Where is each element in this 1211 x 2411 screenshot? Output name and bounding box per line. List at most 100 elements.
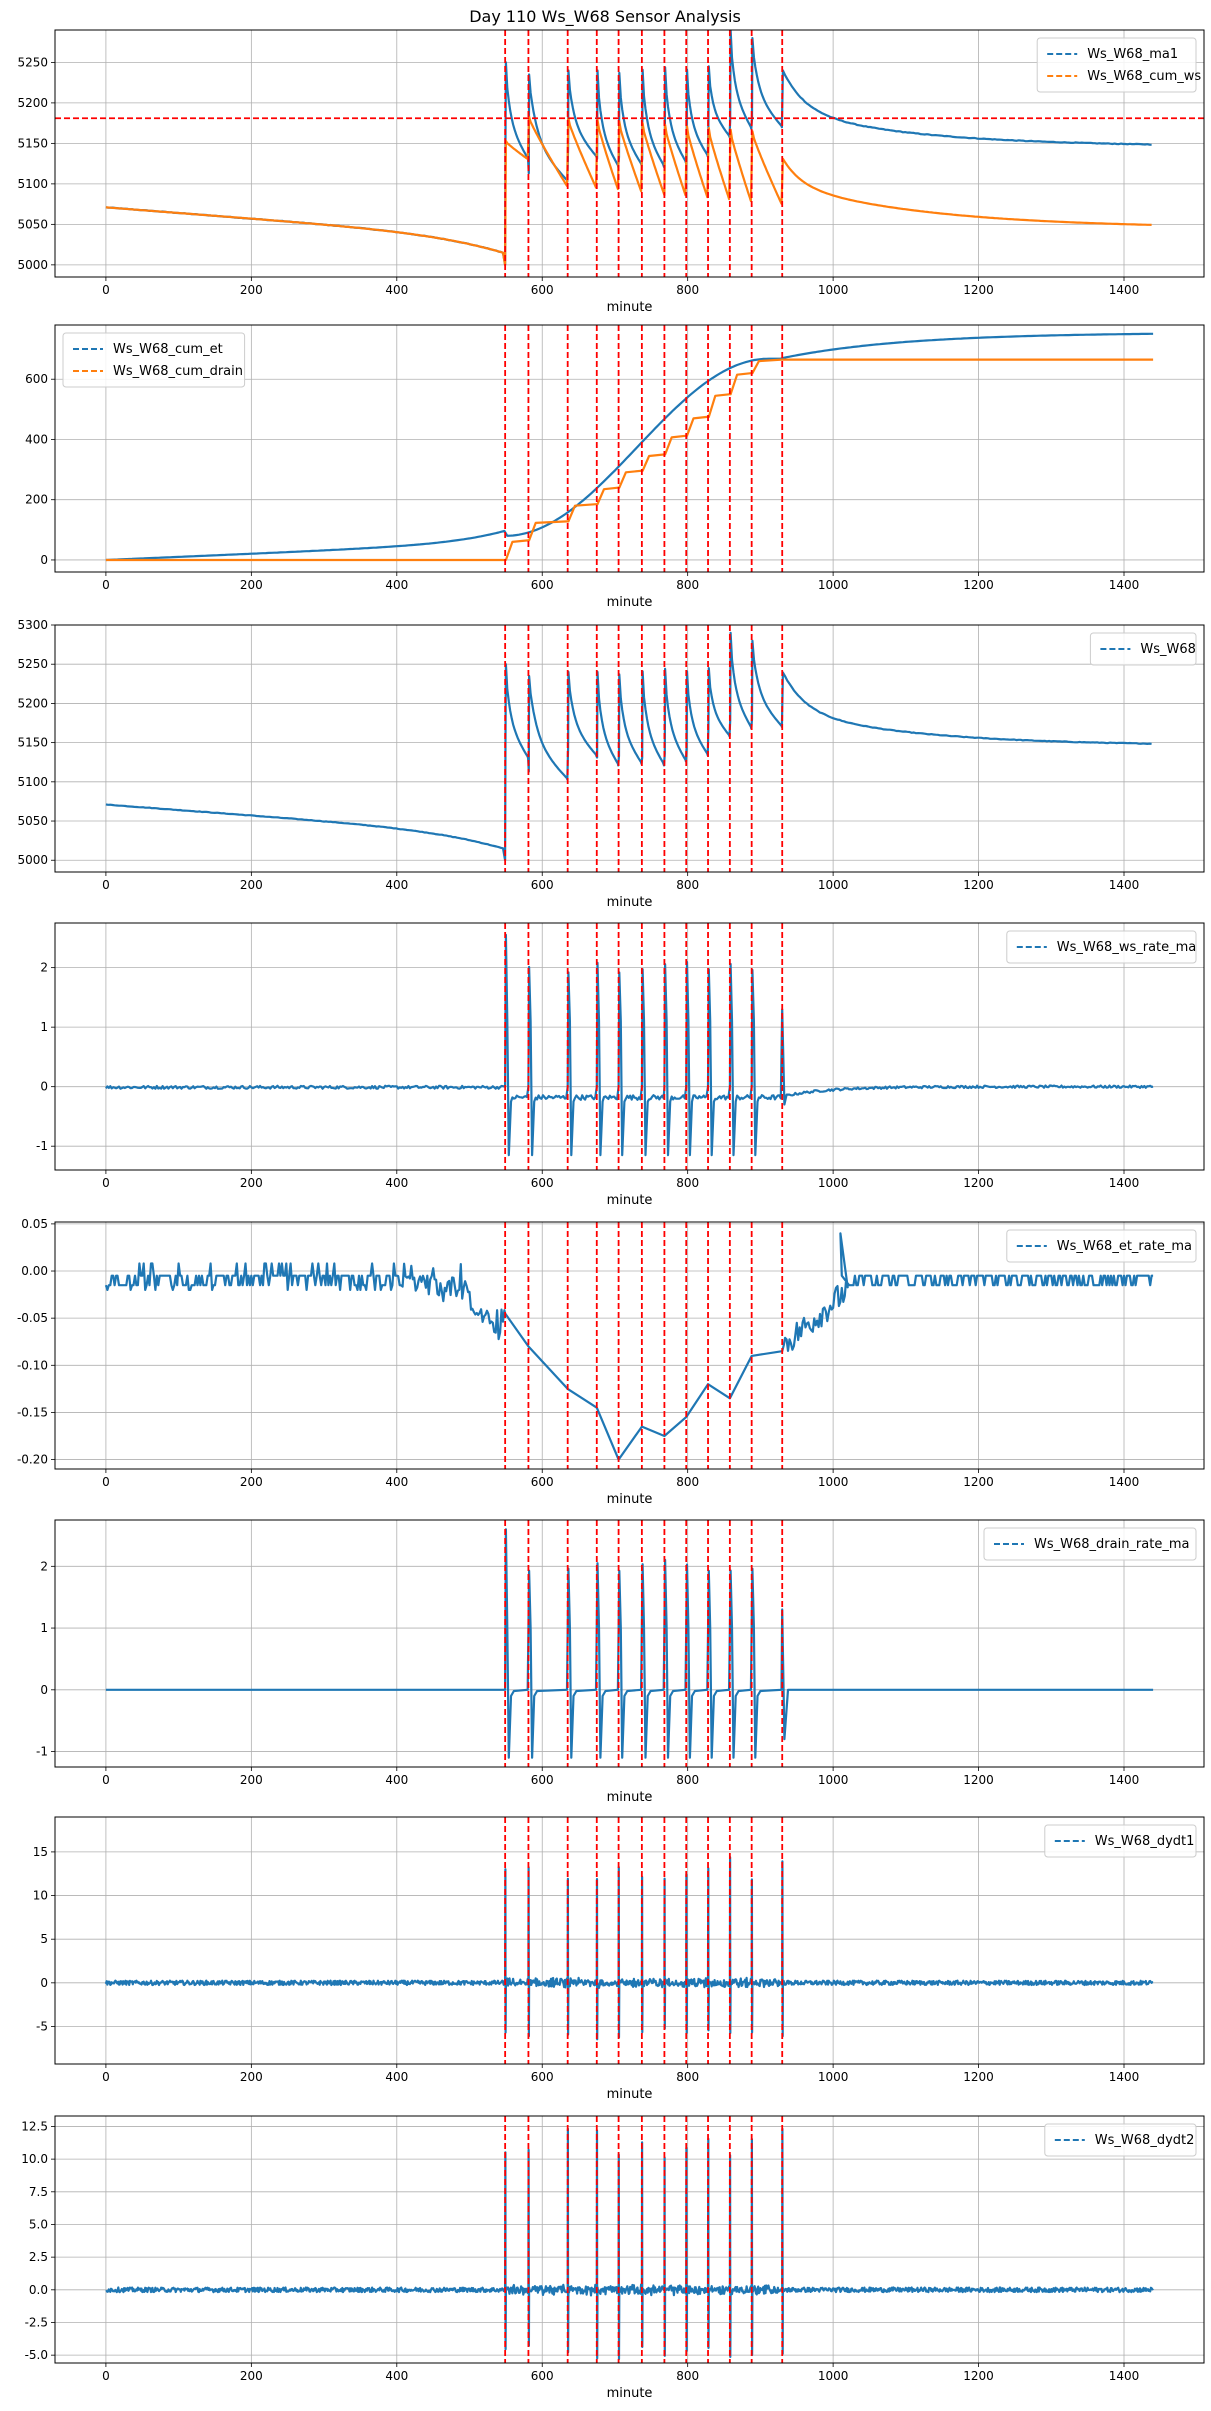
y-tick-label: 600 — [25, 372, 48, 386]
series-line-Ws_W68 — [105, 631, 1152, 862]
y-tick-label: -0.20 — [17, 1453, 48, 1467]
x-tick-label: 1400 — [1109, 2070, 1140, 2084]
x-tick-label: 0 — [102, 2369, 110, 2383]
x-tick-label: 800 — [676, 1773, 699, 1787]
y-tick-label: 2 — [40, 961, 48, 975]
x-tick-label: 1000 — [818, 1773, 849, 1787]
y-tick-label: 1 — [40, 1020, 48, 1034]
legend-box — [1089, 632, 1197, 666]
x-axis-label: minute — [607, 2386, 653, 2401]
y-tick-label: -1 — [36, 1139, 48, 1153]
x-tick-label: 1200 — [963, 283, 994, 297]
x-tick-label: 1000 — [818, 2369, 849, 2383]
y-tick-label: 7.5 — [29, 2185, 48, 2199]
y-tick-label: 5 — [40, 1932, 48, 1946]
subplot-6: 0 200 400 600 800 1000 1200 1400 -1 0 1 2 minute Ws_W… — [36, 1519, 1205, 1805]
subplot-7: 0 200 400 600 800 1000 1200 1400 -5 0 5 10 15 minute W… — [33, 1816, 1205, 2102]
x-tick-label: 1200 — [963, 878, 994, 892]
x-tick-label: 600 — [531, 1475, 554, 1489]
y-tick-label: 5050 — [17, 217, 48, 231]
x-tick-label: 1200 — [963, 1475, 994, 1489]
x-tick-label: 0 — [102, 878, 110, 892]
x-tick-label: 1400 — [1109, 1475, 1140, 1489]
x-tick-label: 800 — [676, 878, 699, 892]
subplot-4: 0 200 400 600 800 1000 1200 1400 -1 0 1 2 minute Ws_W… — [36, 922, 1205, 1208]
axes-frame — [54, 2115, 1205, 2364]
subplot-1: 0 200 400 600 800 1000 1200 1400 5000 5050 5100 515… — [17, 29, 1205, 315]
y-tick-label: -5 — [36, 2019, 48, 2033]
y-tick-label: 5250 — [17, 55, 48, 69]
y-tick-label: -5.0 — [25, 2348, 48, 2362]
x-tick-label: 0 — [102, 2070, 110, 2084]
x-tick-label: 400 — [385, 1773, 408, 1787]
y-tick-label: -2.5 — [25, 2315, 48, 2329]
x-tick-label: 800 — [676, 2070, 699, 2084]
x-tick-label: 400 — [385, 2369, 408, 2383]
series-line-Ws_W68_cum_drain — [105, 358, 1154, 562]
x-tick-label: 1400 — [1109, 2369, 1140, 2383]
legend: Ws_W68_ma1 Ws_W68_cum_ws — [1036, 37, 1201, 93]
legend: Ws_W68 — [1089, 632, 1197, 666]
legend-label: Ws_W68_et_rate_ma — [1057, 1239, 1192, 1254]
x-tick-label: 200 — [240, 283, 263, 297]
x-axis-label: minute — [607, 300, 653, 315]
series-line-Ws_W68_cum_ws — [105, 115, 1152, 266]
legend: Ws_W68_dydt1 — [1044, 1824, 1197, 1858]
series-line-Ws_W68_ma1 — [105, 30, 1152, 266]
y-tick-label: 5300 — [17, 618, 48, 632]
figure-title: Day 110 Ws_W68 Sensor Analysis — [469, 7, 741, 27]
x-tick-label: 200 — [240, 878, 263, 892]
y-tick-label: 5050 — [17, 814, 48, 828]
legend-box — [1006, 930, 1197, 964]
x-axis-label: minute — [607, 1492, 653, 1507]
legend-box — [1044, 1824, 1197, 1858]
y-tick-label: 5250 — [17, 657, 48, 671]
y-tick-label: 400 — [25, 432, 48, 446]
legend-box — [983, 1527, 1197, 1561]
y-tick-label: 0.05 — [21, 1217, 48, 1231]
x-tick-label: 600 — [531, 1773, 554, 1787]
x-tick-label: 1000 — [818, 578, 849, 592]
y-tick-label: 5.0 — [29, 2217, 48, 2231]
x-tick-label: 1200 — [963, 2070, 994, 2084]
x-tick-label: 1200 — [963, 1773, 994, 1787]
x-tick-label: 1400 — [1109, 878, 1140, 892]
x-tick-label: 1400 — [1109, 283, 1140, 297]
y-tick-label: 5100 — [17, 177, 48, 191]
y-tick-label: 15 — [33, 1845, 48, 1859]
y-tick-label: 0 — [40, 1976, 48, 1990]
x-tick-label: 1000 — [818, 878, 849, 892]
y-tick-label: 2.5 — [29, 2250, 48, 2264]
x-tick-label: 0 — [102, 1475, 110, 1489]
x-tick-label: 200 — [240, 578, 263, 592]
y-tick-label: 0 — [40, 1080, 48, 1094]
legend-label: Ws_W68_cum_ws — [1087, 69, 1201, 84]
y-tick-label: -0.05 — [17, 1311, 48, 1325]
legend: Ws_W68_cum_et Ws_W68_cum_drain — [62, 332, 246, 388]
legend: Ws_W68_ws_rate_ma — [1006, 930, 1197, 964]
subplot-2: 0 200 400 600 800 1000 1200 1400 0 200 400 600 minut… — [25, 324, 1205, 610]
x-tick-label: 1000 — [818, 283, 849, 297]
x-tick-label: 800 — [676, 1475, 699, 1489]
legend-label: Ws_W68_dydt2 — [1095, 2133, 1195, 2148]
legend-label: Ws_W68_ws_rate_ma — [1057, 940, 1196, 955]
series-line-Ws_W68_dydt2 — [105, 2127, 1154, 2361]
x-tick-label: 800 — [676, 1176, 699, 1190]
x-tick-label: 400 — [385, 878, 408, 892]
x-axis-label: minute — [607, 595, 653, 610]
series-line-Ws_W68_drain_rate_ma — [105, 1528, 1154, 1759]
y-tick-label: 5150 — [17, 736, 48, 750]
x-tick-label: 400 — [385, 283, 408, 297]
legend-label: Ws_W68 — [1140, 642, 1196, 657]
y-tick-label: 0 — [40, 553, 48, 567]
x-tick-label: 1400 — [1109, 1773, 1140, 1787]
y-tick-label: 200 — [25, 493, 48, 507]
legend-label: Ws_W68_dydt1 — [1095, 1834, 1195, 1849]
y-tick-label: 0 — [40, 1683, 48, 1697]
axes-frame — [54, 1816, 1205, 2065]
subplot-3: 0 200 400 600 800 1000 1200 1400 5000 5050 5100 515… — [17, 618, 1205, 910]
subplot-5: 0 200 400 600 800 1000 1200 1400 -0.20 -0.15 -0.10… — [17, 1217, 1205, 1507]
y-tick-label: 5000 — [17, 258, 48, 272]
axes-frame — [54, 624, 1205, 873]
x-tick-label: 1400 — [1109, 578, 1140, 592]
